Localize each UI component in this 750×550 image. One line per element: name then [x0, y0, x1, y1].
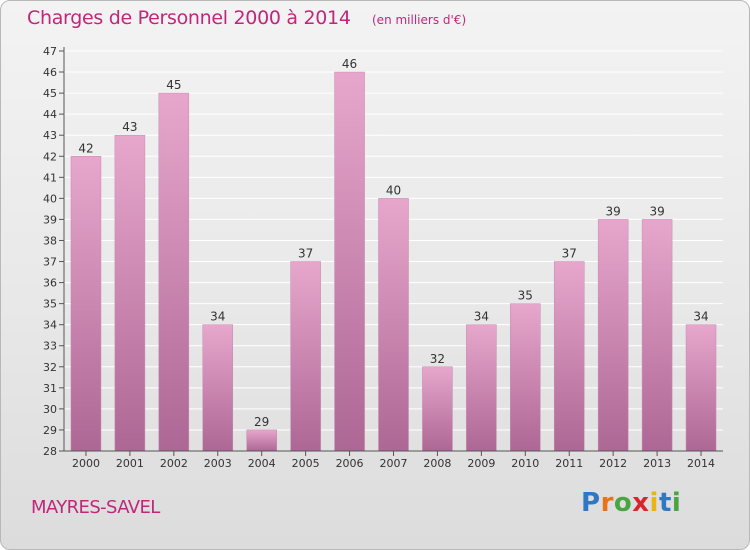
bar [553, 261, 585, 452]
logo-letter: x [632, 488, 650, 518]
x-tick-label: 2005 [292, 457, 320, 470]
bar [466, 324, 497, 452]
data-label: 29 [254, 415, 269, 429]
y-tick-label: 41 [43, 171, 57, 184]
x-tick-label: 2010 [511, 457, 539, 470]
logo-letter: r [600, 488, 614, 518]
x-tick-label: 2009 [467, 457, 495, 470]
x-tick-label: 2012 [599, 457, 627, 470]
data-label: 45 [166, 78, 181, 92]
y-tick-label: 40 [43, 192, 57, 205]
y-tick-label: 33 [43, 340, 57, 353]
data-label: 34 [474, 310, 489, 324]
y-tick-label: 45 [43, 87, 57, 100]
x-tick-label: 2013 [643, 457, 671, 470]
x-tick-label: 2014 [687, 457, 715, 470]
x-tick-label: 2002 [160, 457, 188, 470]
data-label: 34 [210, 310, 225, 324]
bar [70, 156, 102, 452]
y-tick-label: 46 [43, 66, 57, 79]
bar [246, 429, 277, 452]
y-tick-label: 35 [43, 298, 57, 311]
x-tick-label: 2006 [336, 457, 364, 470]
y-tick-label: 42 [43, 150, 57, 163]
y-tick-label: 43 [43, 129, 57, 142]
data-label: 35 [518, 289, 533, 303]
logo-letter: i [671, 488, 682, 518]
y-tick-label: 47 [43, 45, 57, 58]
logo-letter: t [658, 488, 672, 518]
data-label: 37 [562, 247, 577, 261]
data-label: 39 [649, 204, 664, 218]
data-label: 32 [430, 352, 445, 366]
data-label: 39 [606, 204, 621, 218]
bar [334, 71, 365, 452]
x-tick-label: 2003 [204, 457, 232, 470]
data-label: 37 [298, 247, 313, 261]
logo-letter: o [613, 488, 633, 518]
x-tick-label: 2011 [555, 457, 583, 470]
commune-name: MAYRES-SAVEL [31, 497, 160, 518]
bar [202, 324, 234, 452]
y-tick-label: 34 [43, 319, 57, 332]
y-tick-label: 38 [43, 234, 57, 247]
y-tick-label: 30 [43, 403, 57, 416]
chart-title: Charges de Personnel 2000 à 2014 [27, 7, 351, 29]
y-tick-label: 28 [43, 445, 57, 458]
bar [290, 261, 321, 452]
x-tick-label: 2000 [72, 457, 100, 470]
x-tick-label: 2008 [423, 457, 451, 470]
y-tick-label: 31 [43, 382, 57, 395]
data-label: 46 [342, 57, 357, 71]
bar [641, 219, 673, 452]
y-tick-label: 36 [43, 277, 57, 290]
logo-letter: P [581, 488, 601, 518]
y-tick-label: 44 [43, 108, 57, 121]
y-tick-label: 32 [43, 361, 57, 374]
data-label: 42 [78, 141, 93, 155]
data-label: 40 [386, 183, 401, 197]
bar [114, 134, 146, 452]
y-tick-label: 29 [43, 424, 57, 437]
x-tick-label: 2004 [248, 457, 276, 470]
bar [422, 366, 453, 452]
proxiti-logo: Proxiti [581, 488, 681, 518]
x-tick-label: 2001 [116, 457, 144, 470]
data-label: 34 [693, 310, 708, 324]
bar [378, 198, 409, 452]
bar [510, 303, 541, 452]
chart-subtitle: (en milliers d'€) [372, 13, 467, 27]
y-tick-label: 39 [43, 213, 57, 226]
data-label: 43 [122, 120, 137, 134]
logo-letter: i [649, 488, 659, 518]
bar [158, 92, 190, 452]
y-tick-label: 37 [43, 256, 57, 269]
x-tick-label: 2007 [380, 457, 408, 470]
bar [597, 219, 629, 452]
bar [685, 324, 717, 452]
